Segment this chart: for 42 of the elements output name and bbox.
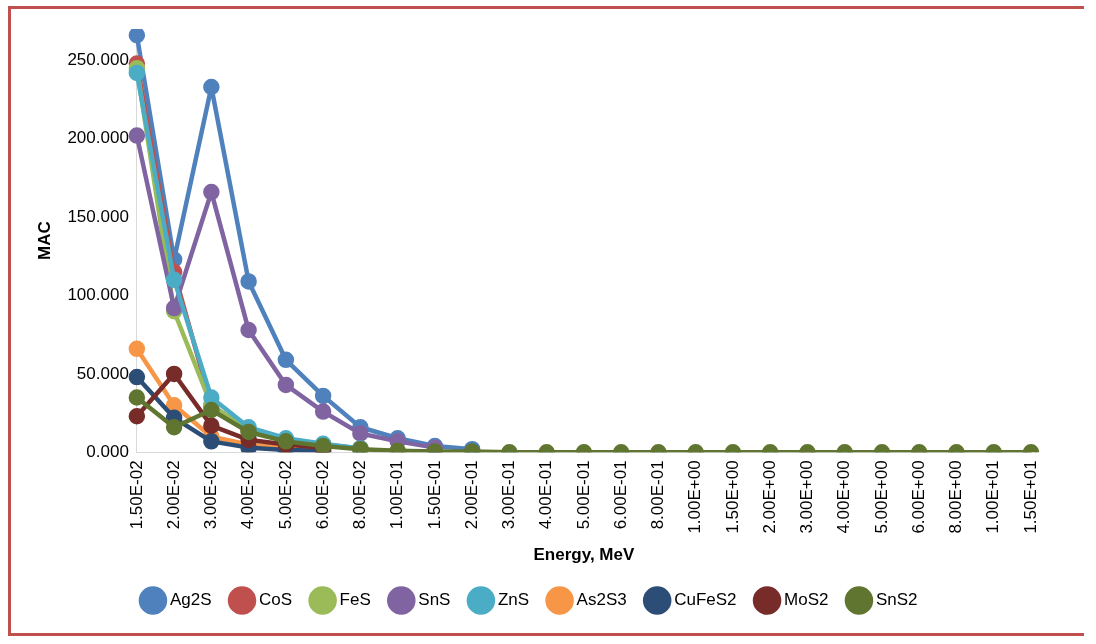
x-tick-label: 1.50E-02 <box>126 460 146 530</box>
y-axis-title: MAC <box>34 221 54 261</box>
y-tick-label: 50.000 <box>76 363 129 383</box>
x-tick-label: 5.00E+00 <box>871 460 891 534</box>
x-tick-label: 1.50E+00 <box>722 460 742 534</box>
x-tick-label: 3.00E-02 <box>201 460 221 530</box>
y-tick-label: 0.000 <box>86 442 129 462</box>
y-tick-label: 250.000 <box>67 50 129 70</box>
x-tick-label: 2.00E+00 <box>759 460 779 534</box>
x-tick-label: 4.00E-01 <box>536 460 556 530</box>
x-tick-label: 6.00E-02 <box>312 460 332 530</box>
legend-label: Ag2S <box>169 590 212 610</box>
x-tick-label: 1.00E+01 <box>983 460 1003 534</box>
x-tick-label: 4.00E+00 <box>834 460 854 534</box>
x-tick-label: 6.00E-01 <box>610 460 630 530</box>
x-tick-label: 3.00E+00 <box>797 460 817 534</box>
legend-label: As2S3 <box>576 590 627 610</box>
x-tick-label: 1.50E+01 <box>1020 460 1040 534</box>
legend-label: ZnS <box>497 590 530 610</box>
x-tick-label: 6.00E+00 <box>908 460 928 534</box>
legend-label: SnS <box>418 590 451 610</box>
legend-label: SnS2 <box>875 590 918 610</box>
y-tick-label: 200.000 <box>67 128 129 148</box>
x-axis-title: Energy, MeV <box>533 545 635 565</box>
legend-label: FeS <box>339 590 371 610</box>
x-tick-label: 3.00E-01 <box>499 460 519 530</box>
x-tick-label: 4.00E-02 <box>238 460 258 530</box>
y-tick-label: 100.000 <box>67 285 129 305</box>
x-tick-label: 8.00E-02 <box>350 460 370 530</box>
y-tick-label: 150.000 <box>67 206 129 226</box>
x-tick-label: 5.00E-01 <box>573 460 593 530</box>
x-tick-label: 8.00E-01 <box>648 460 668 530</box>
x-tick-label: 2.00E-01 <box>461 460 481 530</box>
legend-label: CoS <box>259 590 293 610</box>
x-tick-label: 5.00E-02 <box>275 460 295 530</box>
x-tick-label: 8.00E+00 <box>946 460 966 534</box>
x-tick-label: 1.00E+00 <box>685 460 705 534</box>
x-tick-label: 2.00E-02 <box>163 460 183 530</box>
legend-label: CuFeS2 <box>674 590 737 610</box>
legend-label: MoS2 <box>784 590 829 610</box>
x-tick-label: 1.50E-01 <box>424 460 444 530</box>
x-tick-label: 1.00E-01 <box>387 460 407 530</box>
